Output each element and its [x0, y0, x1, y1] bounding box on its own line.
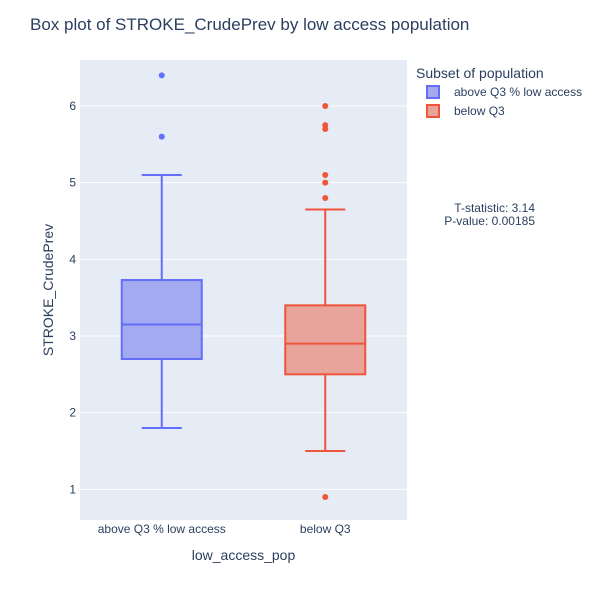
legend-item[interactable]: above Q3 % low access — [426, 85, 582, 99]
legend-swatch — [426, 85, 440, 99]
box-group[interactable] — [284, 103, 367, 500]
y-tick-label: 5 — [69, 176, 76, 190]
outlier-point — [322, 172, 329, 178]
iqr-box — [120, 279, 203, 360]
outlier-point — [322, 103, 329, 109]
y-tick-label: 4 — [69, 252, 76, 266]
outlier-point — [322, 179, 329, 186]
stats-annotation: T-statistic: 3.14 P-value: 0.00185 — [444, 201, 535, 228]
outlier-point — [158, 72, 165, 79]
x-tick-label: below Q3 — [300, 522, 351, 536]
x-axis-label: low_access_pop — [192, 547, 296, 563]
outlier-point — [158, 133, 165, 140]
legend-label: below Q3 — [454, 104, 505, 118]
chart-title: Box plot of STROKE_CrudePrev by low acce… — [30, 15, 469, 34]
outlier-point — [322, 122, 329, 129]
y-tick-labels: 1 2 3 4 5 6 — [69, 99, 76, 496]
legend-title: Subset of population — [416, 65, 544, 81]
y-axis-label: STROKE_CrudePrev — [40, 224, 56, 356]
box-series — [120, 72, 367, 500]
legend-swatch — [426, 104, 440, 118]
y-tick-label: 2 — [69, 406, 76, 420]
box-group[interactable] — [120, 72, 203, 429]
y-tick-label: 6 — [69, 99, 76, 113]
outlier-point — [322, 195, 329, 201]
legend-item[interactable]: below Q3 — [426, 104, 505, 118]
y-tick-label: 1 — [69, 482, 76, 496]
legend[interactable]: Subset of population above Q3 % low acce… — [416, 65, 582, 118]
iqr-box — [284, 304, 367, 376]
legend-label: above Q3 % low access — [454, 85, 582, 99]
t-statistic-text: T-statistic: 3.14 — [454, 201, 535, 215]
p-value-text: P-value: 0.00185 — [444, 214, 535, 228]
x-tick-label: above Q3 % low access — [98, 522, 226, 536]
y-tick-label: 3 — [69, 329, 76, 343]
x-tick-labels: above Q3 % low access below Q3 — [98, 522, 351, 536]
outlier-point — [322, 494, 329, 500]
